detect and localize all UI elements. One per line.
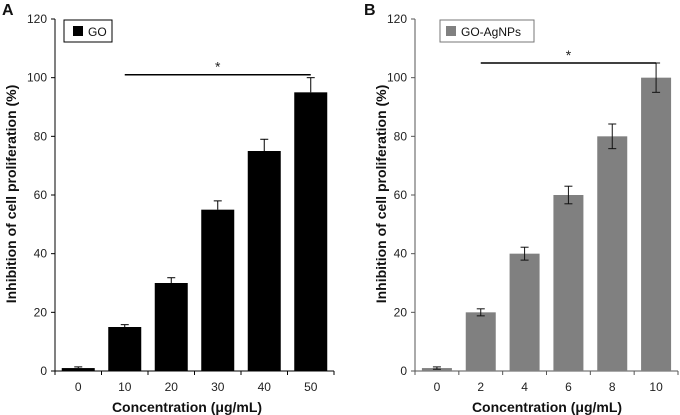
y-tick-label: 120	[27, 12, 47, 26]
x-tick-label: 6	[565, 380, 572, 394]
bar	[553, 195, 584, 371]
legend-label: GO-AgNPs	[461, 25, 521, 39]
legend-box	[63, 19, 113, 43]
legend-swatch	[73, 26, 83, 36]
y-tick-label: 40	[34, 247, 48, 261]
legend: GO	[63, 19, 113, 43]
y-tick-label: 0	[400, 364, 407, 378]
bar	[108, 327, 142, 371]
bar	[61, 368, 95, 371]
bar	[597, 136, 628, 371]
y-tick-label: 100	[27, 71, 47, 85]
x-tick-label: 8	[609, 380, 616, 394]
legend-box	[439, 19, 535, 43]
axes: 0 20 40 60 80 100 120 0 2 4 6 8 10	[387, 12, 679, 394]
bar	[465, 312, 496, 371]
panel-label: A	[2, 2, 14, 19]
y-axis-label: Inhibition of cell proliferation (%)	[373, 85, 389, 304]
x-tick-label: 20	[165, 380, 179, 394]
y-tick-label: 20	[394, 305, 408, 319]
x-tick-label: 10	[118, 380, 132, 394]
bar	[641, 77, 672, 372]
x-tick-label: 10	[649, 380, 663, 394]
x-tick-label: 2	[477, 380, 484, 394]
panel-b: B Inhibition of cell proliferation (%) C…	[364, 2, 679, 415]
bar	[154, 283, 188, 371]
x-axis-label: Concentration (μg/mL)	[472, 399, 622, 415]
bars	[421, 62, 672, 372]
y-tick-label: 40	[394, 247, 408, 261]
x-axis-label: Concentration (μg/mL)	[112, 399, 262, 415]
y-tick-label: 60	[34, 188, 48, 202]
bar	[201, 209, 235, 371]
y-tick-label: 80	[34, 129, 48, 143]
panel-label: B	[364, 2, 376, 19]
y-tick-label: 120	[387, 12, 407, 26]
y-tick-label: 0	[40, 364, 47, 378]
y-axis-label: Inhibition of cell proliferation (%)	[3, 85, 19, 304]
bar	[247, 151, 281, 371]
x-tick-label: 50	[304, 380, 318, 394]
significance-label: *	[566, 47, 572, 63]
legend-label: GO	[88, 25, 107, 39]
axes: 0 20 40 60 80 100 120 0 10 20 30 40 50	[27, 12, 335, 394]
significance-bracket: *	[480, 47, 657, 64]
bars	[61, 77, 328, 371]
y-tick-label: 100	[387, 71, 407, 85]
significance-bracket: *	[124, 59, 311, 76]
significance-label: *	[215, 59, 221, 75]
x-tick-label: 30	[211, 380, 225, 394]
y-tick-label: 60	[394, 188, 408, 202]
panel-a: A Inhibition of cell proliferation (%) C…	[2, 2, 335, 415]
x-tick-label: 0	[434, 380, 441, 394]
x-tick-label: 0	[75, 380, 82, 394]
legend: GO-AgNPs	[439, 19, 535, 43]
bar	[509, 253, 540, 371]
y-tick-label: 80	[394, 129, 408, 143]
x-tick-label: 40	[258, 380, 272, 394]
y-tick-label: 20	[34, 305, 48, 319]
x-tick-label: 4	[521, 380, 528, 394]
bar	[294, 92, 328, 371]
legend-swatch	[446, 26, 456, 36]
